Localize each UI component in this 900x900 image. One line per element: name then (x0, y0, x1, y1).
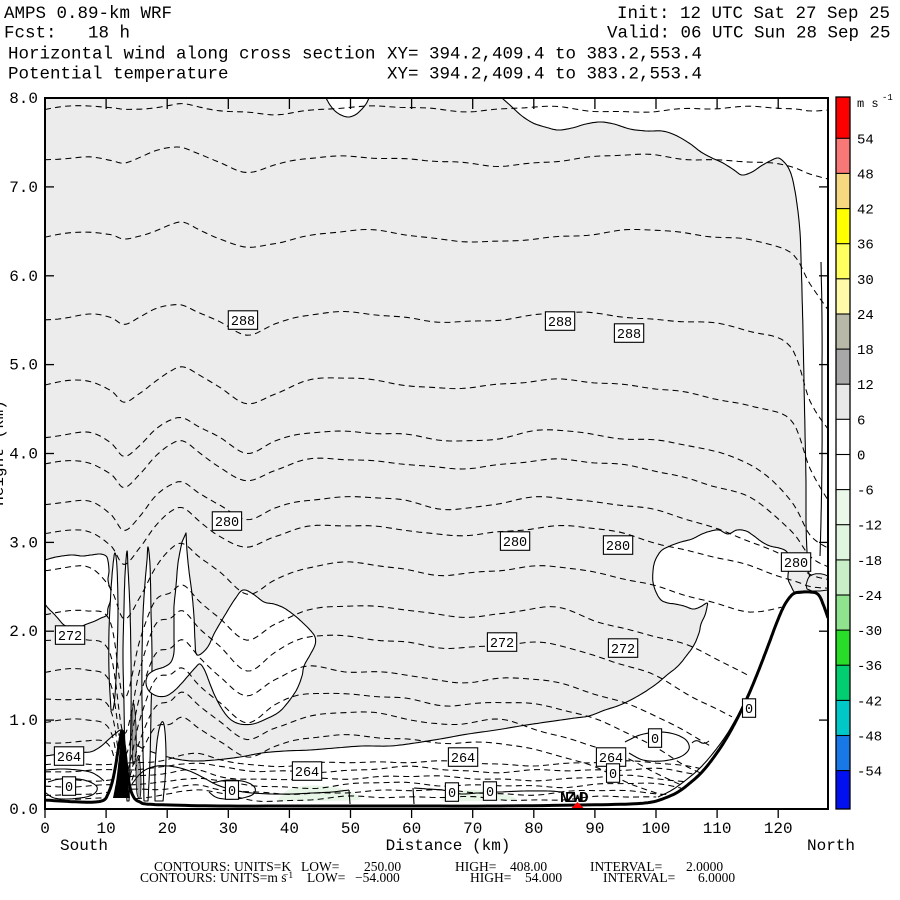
svg-text:2.0000: 2.0000 (686, 859, 723, 874)
svg-text:AMPS 0.89-km WRF: AMPS 0.89-km WRF (4, 4, 172, 24)
svg-text:264: 264 (451, 752, 475, 767)
svg-text:LOW=: LOW= (301, 859, 339, 874)
svg-text:Horizontal wind along cross se: Horizontal wind along cross section (8, 45, 376, 65)
svg-text:48: 48 (857, 167, 874, 183)
svg-text:-6: -6 (857, 484, 874, 500)
svg-text:Height (km): Height (km) (0, 400, 8, 506)
svg-text:110: 110 (703, 820, 732, 838)
svg-text:90: 90 (585, 820, 604, 838)
svg-text:-48: -48 (857, 730, 882, 746)
svg-text:UNITS=m s: UNITS=m s (220, 870, 287, 885)
svg-text:-54: -54 (857, 765, 882, 781)
svg-text:272: 272 (490, 637, 514, 652)
svg-text:INTERVAL=: INTERVAL= (603, 870, 675, 885)
svg-text:XY= 394.2,409.4 to 383.2,553.4: XY= 394.2,409.4 to 383.2,553.4 (387, 65, 702, 85)
svg-text:LOW=: LOW= (307, 870, 345, 885)
svg-text:0: 0 (651, 733, 659, 748)
svg-text:250.00: 250.00 (364, 859, 401, 874)
svg-text:54.000: 54.000 (525, 870, 562, 885)
svg-text:60: 60 (402, 820, 421, 838)
svg-text:CONTOURS:: CONTOURS: (154, 859, 230, 874)
svg-text:0: 0 (228, 785, 236, 800)
svg-text:40: 40 (280, 820, 299, 838)
svg-text:Distance (km): Distance (km) (386, 837, 511, 855)
svg-text:5.0: 5.0 (9, 357, 38, 375)
svg-text:272: 272 (58, 630, 82, 645)
svg-text:12: 12 (857, 378, 874, 394)
svg-text:0: 0 (745, 703, 753, 718)
svg-text:4.0: 4.0 (9, 446, 38, 464)
svg-text:264: 264 (57, 751, 81, 766)
svg-text:42: 42 (857, 203, 874, 219)
svg-text:0: 0 (486, 786, 494, 801)
svg-text:North: North (807, 837, 855, 855)
svg-text:280: 280 (606, 540, 630, 555)
svg-text:80: 80 (524, 820, 543, 838)
svg-text:264: 264 (599, 752, 623, 767)
svg-text:Fcst: 18 h: Fcst: 18 h (4, 24, 130, 44)
svg-text:272: 272 (611, 643, 635, 658)
svg-text:-24: -24 (857, 589, 882, 605)
svg-text:280: 280 (784, 557, 808, 572)
svg-text:Potential temperature: Potential temperature (8, 65, 229, 85)
svg-text:0: 0 (40, 820, 50, 838)
svg-text:-12: -12 (857, 519, 882, 535)
svg-text:20: 20 (158, 820, 177, 838)
svg-text:0: 0 (857, 449, 865, 465)
svg-text:264: 264 (295, 766, 319, 781)
svg-text:10: 10 (96, 820, 115, 838)
svg-text:120: 120 (764, 820, 793, 838)
svg-text:408.00: 408.00 (510, 859, 547, 874)
svg-text:-1: -1 (882, 93, 893, 103)
svg-text:6.0: 6.0 (9, 268, 38, 286)
svg-text:54: 54 (857, 132, 874, 148)
svg-text:30: 30 (219, 820, 238, 838)
svg-text:100: 100 (642, 820, 671, 838)
svg-text:18: 18 (857, 343, 874, 359)
svg-text:1.0: 1.0 (9, 712, 38, 730)
svg-text:0: 0 (448, 787, 456, 802)
svg-text:70: 70 (463, 820, 482, 838)
svg-text:30: 30 (857, 273, 874, 289)
svg-text:Init: 12 UTC Sat 27 Sep 25: Init: 12 UTC Sat 27 Sep 25 (617, 4, 890, 24)
svg-text:0.0: 0.0 (9, 801, 38, 819)
svg-text:CONTOURS:: CONTOURS: (140, 870, 216, 885)
svg-text:280: 280 (215, 516, 239, 531)
svg-text:0: 0 (65, 781, 73, 796)
svg-text:HIGH=: HIGH= (470, 870, 511, 885)
svg-text:2.0: 2.0 (9, 623, 38, 641)
svg-text:288: 288 (231, 315, 255, 330)
svg-text:36: 36 (857, 238, 874, 254)
svg-text:South: South (60, 837, 108, 855)
svg-text:INTERVAL=: INTERVAL= (590, 859, 662, 874)
svg-text:-36: -36 (857, 659, 882, 675)
svg-text:0: 0 (609, 768, 617, 783)
svg-text:HIGH=: HIGH= (455, 859, 496, 874)
svg-text:3.0: 3.0 (9, 534, 38, 552)
svg-text:UNITS=K: UNITS=K (234, 859, 291, 874)
svg-text:−1: −1 (283, 871, 293, 881)
svg-text:288: 288 (617, 328, 641, 343)
svg-text:288: 288 (548, 316, 572, 331)
svg-text:m s: m s (857, 97, 879, 111)
svg-text:50: 50 (341, 820, 360, 838)
svg-text:7.0: 7.0 (9, 179, 38, 197)
svg-text:-42: -42 (857, 694, 882, 710)
svg-text:280: 280 (503, 536, 527, 551)
svg-text:-18: -18 (857, 554, 882, 570)
svg-text:6: 6 (857, 413, 865, 429)
svg-text:NZWD: NZWD (560, 790, 589, 807)
svg-text:6.0000: 6.0000 (698, 870, 735, 885)
svg-text:8.0: 8.0 (9, 90, 38, 108)
svg-text:−54.000: −54.000 (355, 870, 400, 885)
svg-text:24: 24 (857, 308, 874, 324)
svg-text:-30: -30 (857, 624, 882, 640)
svg-text:XY= 394.2,409.4 to 383.2,553.4: XY= 394.2,409.4 to 383.2,553.4 (387, 45, 702, 65)
svg-text:Valid: 06 UTC Sun 28 Sep 25: Valid: 06 UTC Sun 28 Sep 25 (607, 24, 891, 44)
